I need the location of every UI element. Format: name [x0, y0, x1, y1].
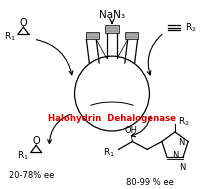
Text: 80-99 % ee: 80-99 % ee	[126, 178, 174, 187]
Text: OH: OH	[125, 126, 138, 135]
Text: N: N	[172, 151, 178, 160]
Text: N: N	[179, 163, 185, 172]
Text: R$_2$: R$_2$	[178, 116, 190, 128]
Text: N: N	[178, 138, 184, 147]
Text: R$_1$: R$_1$	[4, 31, 16, 43]
Text: R$_1$: R$_1$	[17, 149, 29, 162]
Text: NaN₃: NaN₃	[99, 10, 125, 20]
Text: O: O	[20, 18, 27, 28]
Text: Halohydrin  Dehalogenase: Halohydrin Dehalogenase	[48, 114, 176, 123]
FancyBboxPatch shape	[125, 32, 138, 39]
Text: R$_1$: R$_1$	[103, 146, 115, 159]
Text: R$_2$: R$_2$	[185, 21, 197, 34]
FancyBboxPatch shape	[105, 25, 119, 33]
FancyBboxPatch shape	[86, 32, 99, 39]
Text: O: O	[32, 136, 40, 146]
Text: 20-78% ee: 20-78% ee	[8, 171, 54, 180]
